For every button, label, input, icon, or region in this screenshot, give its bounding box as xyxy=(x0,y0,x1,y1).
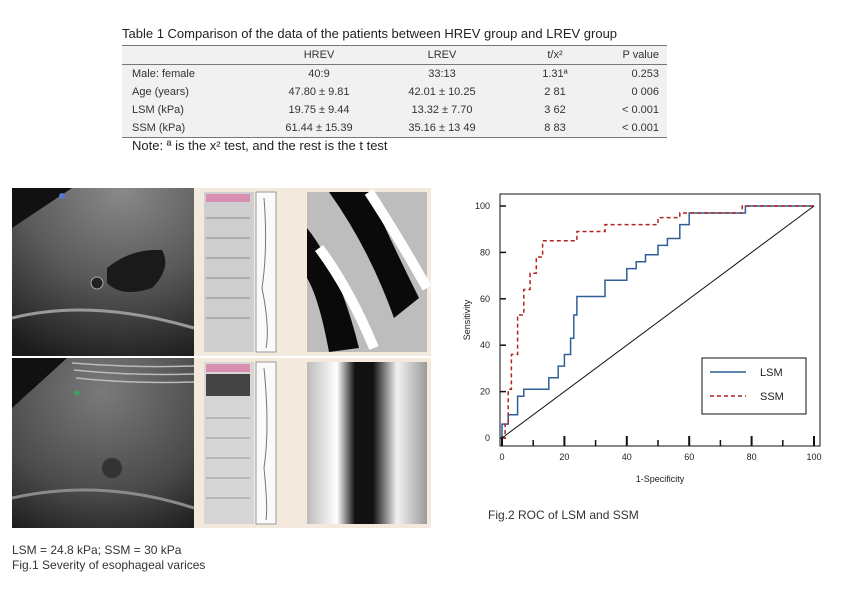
table-cell: 13.32 ± 7.70 xyxy=(411,104,473,116)
table-cell: 40:9 xyxy=(308,68,330,80)
plot-frame xyxy=(499,193,821,447)
y-tick-label: 60 xyxy=(480,294,490,304)
m-mode-strip xyxy=(194,188,299,356)
legend-label: SSM xyxy=(760,391,784,403)
roc-chart: 0 20 40 60 80 100 0 20 40 60 80 100 LSM SSM 1-Specif… xyxy=(440,188,840,508)
table-cell: 19.75 ± 9.44 xyxy=(288,104,350,116)
x-axis-title: 1-Specificity xyxy=(636,474,685,484)
spleen-ultrasound-image xyxy=(12,358,194,528)
y-tick-label: 40 xyxy=(480,340,490,350)
table-cell: 33:13 xyxy=(428,68,456,80)
table-row: LSM (kPa) 19.75 ± 9.44 13.32 ± 7.70 3 62… xyxy=(122,101,667,119)
header-cell: t/x² xyxy=(547,49,563,61)
y-tick-label: 80 xyxy=(480,247,490,257)
header-cell: P value xyxy=(622,49,660,61)
roc-chart-svg: 0 20 40 60 80 100 0 20 40 60 80 100 LSM SSM 1-Specif… xyxy=(462,193,822,484)
table-cell: Male: female xyxy=(132,68,195,80)
legend-box xyxy=(701,357,807,415)
table-cell: 61.44 ± 15.39 xyxy=(285,122,353,134)
figure2-caption: Fig.2 ROC of LSM and SSM xyxy=(488,508,639,522)
x-tick-label: 80 xyxy=(747,452,757,462)
elastography-row-top xyxy=(12,188,432,356)
table-cell: 2 81 xyxy=(544,86,566,98)
figure-divider xyxy=(12,356,431,358)
comparison-table: HREV LREV t/x² P value Male: female 40:9… xyxy=(122,45,667,138)
table-cell: < 0.001 xyxy=(621,104,659,116)
table-cell: 3 62 xyxy=(544,104,566,116)
table-cell: < 0.001 xyxy=(621,122,659,134)
table-cell: 0.253 xyxy=(631,68,659,80)
y-tick-label: 100 xyxy=(475,201,490,211)
table-cell: Age (years) xyxy=(132,86,189,98)
comparison-table-section: Table 1 Comparison of the data of the pa… xyxy=(122,26,667,138)
liver-ultrasound-image xyxy=(12,188,194,356)
table-cell: LSM (kPa) xyxy=(132,104,184,116)
table-cell: 0 006 xyxy=(631,86,659,98)
roc-curve-lsm xyxy=(501,205,814,438)
header-cell: HREV xyxy=(303,49,335,61)
x-tick-label: 60 xyxy=(684,452,694,462)
table-row: Age (years) 47.80 ± 9.81 42.01 ± 10.25 2… xyxy=(122,83,667,101)
y-tick-label: 0 xyxy=(485,433,490,443)
figure1-measurement-caption: LSM = 24.8 kPa; SSM = 30 kPa xyxy=(12,543,182,557)
header-cell: LREV xyxy=(427,49,457,61)
shear-wave-image xyxy=(299,358,431,528)
m-mode-strip xyxy=(194,358,299,528)
shear-wave-image xyxy=(299,188,432,356)
figure1-caption: Fig.1 Severity of esophageal varices xyxy=(12,558,206,572)
elastography-figure xyxy=(12,188,432,528)
table-header-row: HREV LREV t/x² P value xyxy=(122,45,667,65)
y-tick-label: 20 xyxy=(480,387,490,397)
table-row: Male: female 40:9 33:13 1.31ª 0.253 xyxy=(122,65,667,84)
table-row: SSM (kPa) 61.44 ± 15.39 35.16 ± 13 49 8 … xyxy=(122,119,667,138)
reference-diagonal xyxy=(501,205,815,439)
x-tick-label: 0 xyxy=(499,452,504,462)
header-cell xyxy=(122,46,260,65)
table-cell: 35.16 ± 13 49 xyxy=(408,122,476,134)
table-cell: SSM (kPa) xyxy=(132,122,186,134)
legend-label: LSM xyxy=(760,367,783,379)
table-cell: 42.01 ± 10.25 xyxy=(408,86,476,98)
y-axis-title: Sensitivity xyxy=(462,299,472,340)
table-caption: Table 1 Comparison of the data of the pa… xyxy=(122,26,618,41)
table-cell: 8 83 xyxy=(544,122,566,134)
x-tick-label: 40 xyxy=(622,452,632,462)
table-note: Note: ª is the x² test, and the rest is … xyxy=(132,138,388,153)
table-cell: 1.31ª xyxy=(542,68,568,80)
x-tick-label: 20 xyxy=(559,452,569,462)
roc-curve-ssm xyxy=(502,205,814,439)
table-cell: 47.80 ± 9.81 xyxy=(288,86,350,98)
x-tick-label: 100 xyxy=(806,452,821,462)
elastography-row-bottom xyxy=(12,358,431,528)
